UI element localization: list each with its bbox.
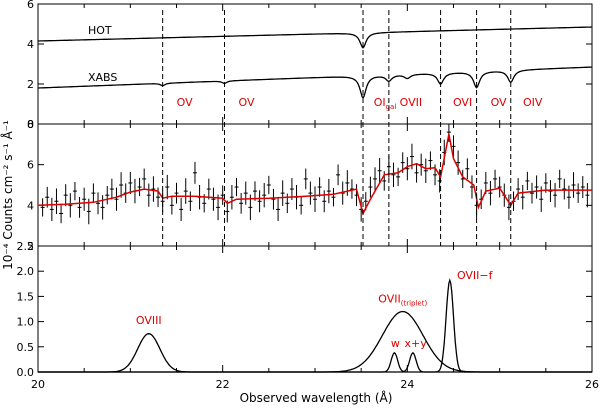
annotation: OVII(triplet) [378,292,427,307]
series-hot [38,26,592,49]
model-line [37,134,592,216]
series-oviii [38,333,592,373]
line-id-markers [162,10,512,246]
x-tick-label: 22 [216,378,230,391]
series-xabs [38,66,592,100]
panel-frame [37,245,593,373]
y-tick-label: 2 [27,78,34,91]
panel-frame [37,3,593,125]
annotation: OVII−f [457,269,494,282]
line-id-label: OVII [400,96,422,109]
series-ovii-envelope [38,310,592,373]
y-tick-label: 1.0 [17,316,35,329]
annotation: w [391,337,400,350]
y-tick-label: 2.5 [17,240,35,253]
line-id-label: OV [491,96,507,109]
line-id-label: OIgal [374,96,397,111]
middle-panel: 2 4 6 8 [27,118,593,253]
y-tick-label: 1.5 [17,290,35,303]
line-id-label: OV [239,96,255,109]
y-tick-label: 0.0 [17,366,35,379]
y-tick-label: 6 [27,0,34,11]
x-tick-label: 26 [585,378,599,391]
x-tick-label: 24 [400,378,414,391]
y-tick-label: 4 [27,38,34,51]
x-axis-label: Observed wavelength (Å) [240,390,393,405]
line-id-label: OVI [453,96,472,109]
y-tick-label: 6 [27,159,34,172]
y-tick-label: 0 [27,118,34,131]
series-label-xabs: XABS [88,71,117,84]
line-id-label: OV [177,96,193,109]
y-tick-label: 2 [27,240,34,253]
y-axis-label: 10⁻⁴ Counts cm⁻² s⁻¹ Å⁻¹ [0,120,15,270]
series-label-hot: HOT [88,24,112,37]
annotation: OVIII [136,314,162,327]
y-tick-label: 4 [27,199,34,212]
top-panel: 0 2 4 6 HOT XABS OV OV OIgal OVII OVI OV OIV [27,0,593,131]
y-tick-label: 2.0 [17,265,35,278]
line-id-label: OIV [523,96,543,109]
y-tick-label: 8 [27,118,34,131]
x-tick-label: 20 [31,378,45,391]
bottom-panel: 0.0 0.5 1.0 1.5 2.0 2.5 20 22 24 26 OVIII OVII(trip… [17,240,600,391]
y-tick-label: 0.5 [17,341,35,354]
series-ovii-lines [38,278,592,373]
annotation: x+y [405,337,428,350]
